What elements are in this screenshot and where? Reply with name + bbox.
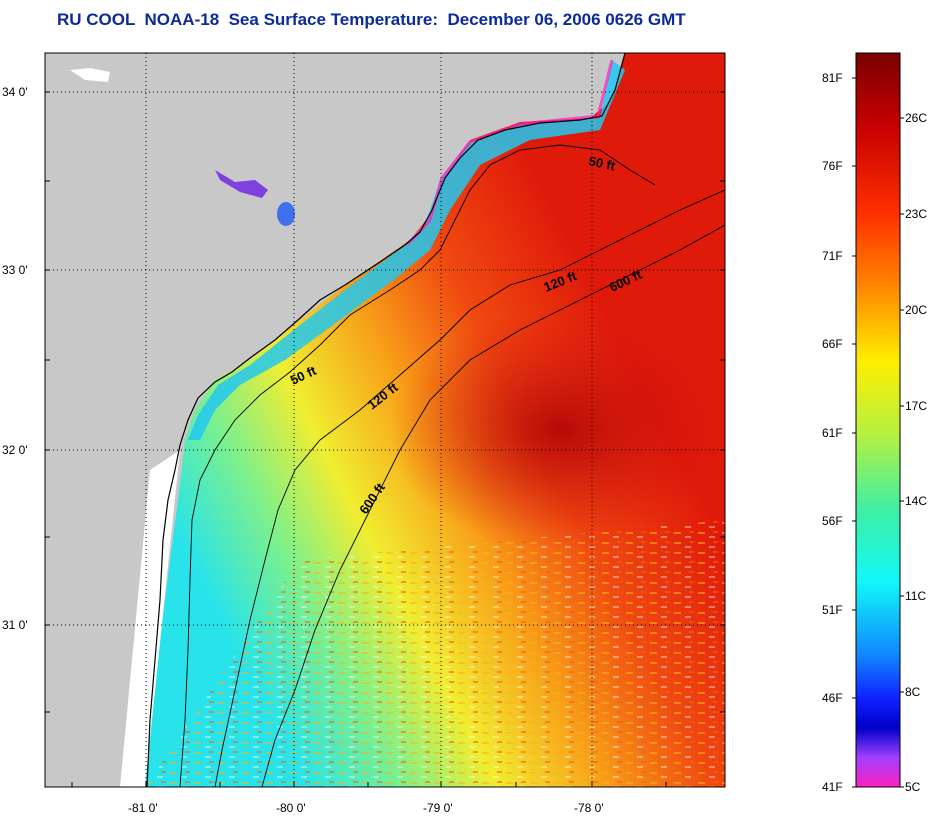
- lon-label: -80 0': [276, 801, 306, 815]
- colorbar-ticks: [852, 77, 904, 788]
- map-frame: [44, 52, 726, 788]
- colorbar-label-c: 14C: [905, 494, 927, 508]
- nearshore-cold-band: [188, 60, 625, 440]
- lat-label: 33 0': [2, 263, 28, 277]
- contour-120ft: [214, 189, 725, 787]
- colorbar-label-c: 11C: [905, 589, 926, 603]
- lon-label: -81 0': [128, 801, 158, 815]
- lat-label: 31 0': [2, 618, 28, 632]
- colorbar-label-f: 51F: [822, 603, 843, 617]
- colorbar-label-c: 20C: [905, 303, 927, 317]
- colorbar-label-c: 26C: [905, 111, 927, 125]
- colorbar-label-f: 46F: [822, 691, 843, 705]
- map-plot-area: [45, 53, 725, 787]
- lat-label: 34 0': [2, 85, 28, 99]
- contour-50ft: [179, 144, 656, 787]
- coast-edge-band: [406, 59, 614, 246]
- colorbar-label-c: 5C: [905, 780, 921, 794]
- lat-label: 32 0': [2, 443, 28, 457]
- map-title: RU COOL NOAA-18 Sea Surface Temperature:…: [57, 10, 686, 29]
- colorbar-label-f: 56F: [822, 514, 843, 528]
- lon-label: -79 0': [423, 801, 453, 815]
- island-shape: [215, 170, 268, 198]
- colorbar-label-f: 71F: [822, 249, 843, 263]
- colorbar-label-f: 61F: [822, 426, 843, 440]
- island-shape: [277, 202, 295, 226]
- axis-ticks: [45, 91, 725, 787]
- colorbar-label-c: 17C: [905, 399, 927, 413]
- colorbar-label-c: 23C: [905, 207, 927, 221]
- colorbar-label-f: 66F: [822, 337, 843, 351]
- colorbar-label-f: 41F: [822, 780, 843, 794]
- contour-label-50ft: 50 ft: [587, 153, 617, 173]
- cloud-speckle: [145, 520, 725, 787]
- lake-shape: [70, 68, 110, 82]
- lon-label: -78 0': [574, 801, 604, 815]
- colorbar-label-c: 8C: [905, 685, 921, 699]
- temperature-colorbar: [855, 52, 901, 788]
- graticule: [45, 53, 725, 787]
- colorbar-label-f: 81F: [822, 71, 843, 85]
- coastline: [146, 53, 626, 787]
- contour-600ft: [261, 224, 725, 787]
- no-data-swath: [120, 450, 180, 787]
- colorbar-label-f: 76F: [822, 159, 843, 173]
- warm-core: [390, 310, 725, 550]
